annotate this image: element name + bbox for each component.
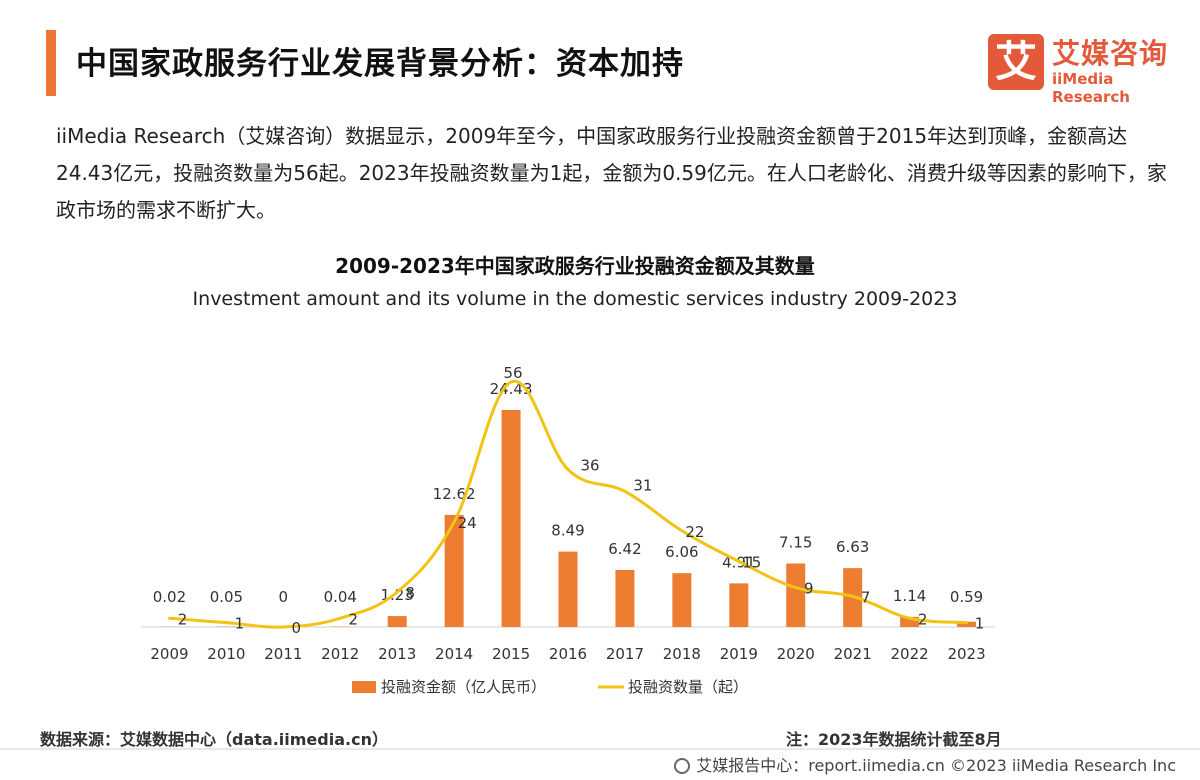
- brand-logo: 艾 艾媒咨询 iiMedia Research: [988, 30, 1178, 106]
- bar-2020: [786, 563, 806, 627]
- bar-2013: [387, 616, 407, 627]
- count-point-2020: [794, 586, 798, 590]
- footer-text: 艾媒报告中心：report.iimedia.cn ©2023 iiMedia R…: [696, 756, 1176, 775]
- bar-2017: [615, 569, 635, 627]
- count-label-2012: 2: [348, 610, 358, 628]
- bar-2022: [900, 616, 920, 627]
- bar-label-2023: 0.59: [950, 588, 983, 606]
- count-label-2013: 8: [405, 584, 415, 602]
- bar-label-2017: 6.42: [608, 540, 641, 558]
- x-tick-2019: 2019: [720, 645, 758, 663]
- x-tick-2009: 2009: [150, 645, 188, 663]
- count-label-2011: 0: [292, 619, 302, 637]
- count-point-2022: [908, 616, 912, 620]
- footer-divider: [0, 748, 1200, 750]
- data-note: 注：2023年数据统计截至8月: [786, 730, 1002, 749]
- bar-label-2011: 0: [279, 588, 289, 606]
- logo-mark-icon: 艾: [988, 34, 1044, 90]
- count-point-2015: [509, 380, 513, 384]
- count-point-2011: [281, 625, 285, 629]
- x-tick-2012: 2012: [321, 645, 359, 663]
- bar-2019: [729, 583, 749, 627]
- x-tick-2017: 2017: [606, 645, 644, 663]
- count-label-2023: 1: [975, 615, 985, 633]
- count-point-2018: [680, 529, 684, 533]
- title-accent-bar: [46, 30, 56, 96]
- count-line: [169, 379, 967, 629]
- chart-title: 2009-2023年中国家政服务行业投融资金额及其数量: [335, 254, 815, 278]
- bar-2016: [558, 551, 578, 627]
- bar-label-2020: 7.15: [779, 533, 812, 551]
- count-point-2013: [395, 590, 399, 594]
- chart-subtitle: Investment amount and its volume in the …: [192, 288, 958, 310]
- x-tick-2011: 2011: [264, 645, 302, 663]
- count-point-2012: [338, 616, 342, 620]
- x-tick-2015: 2015: [492, 645, 530, 663]
- count-label-2021: 7: [861, 588, 871, 606]
- count-label-2020: 9: [804, 580, 814, 598]
- bar-2014: [444, 514, 464, 627]
- count-point-2021: [851, 594, 855, 598]
- count-point-2010: [224, 621, 228, 625]
- count-label-2017: 31: [633, 476, 652, 494]
- bar-label-2021: 6.63: [836, 538, 869, 556]
- bar-label-2018: 6.06: [665, 543, 698, 561]
- count-point-2014: [452, 520, 456, 524]
- bar-2015: [501, 410, 521, 627]
- bar-2023: [957, 621, 977, 627]
- x-tick-2010: 2010: [207, 645, 245, 663]
- bar-label-2009: 0.02: [153, 588, 186, 606]
- count-label-2015: 56: [504, 364, 523, 382]
- logo-name-en: iiMedia Research: [1052, 70, 1130, 106]
- bar-label-2012: 0.04: [324, 588, 357, 606]
- count-label-2009: 2: [178, 610, 188, 628]
- bar-label-2016: 8.49: [551, 522, 584, 540]
- x-tick-2023: 2023: [947, 645, 985, 663]
- x-tick-2018: 2018: [663, 645, 701, 663]
- x-tick-2021: 2021: [834, 645, 872, 663]
- count-point-2019: [737, 559, 741, 563]
- footer: 艾媒报告中心：report.iimedia.cn ©2023 iiMedia R…: [674, 752, 1176, 776]
- x-tick-2013: 2013: [378, 645, 416, 663]
- bar-label-2010: 0.05: [210, 588, 243, 606]
- count-point-2017: [623, 489, 627, 493]
- bar-2018: [672, 573, 692, 627]
- x-tick-2022: 2022: [891, 645, 929, 663]
- x-tick-2014: 2014: [435, 645, 473, 663]
- x-tick-2020: 2020: [777, 645, 815, 663]
- legend-bar-swatch: [352, 681, 376, 693]
- count-point-2023: [965, 621, 969, 625]
- x-tick-2016: 2016: [549, 645, 587, 663]
- logo-name-cn: 艾媒咨询: [1052, 37, 1169, 70]
- count-label-2010: 1: [235, 615, 245, 633]
- intro-paragraph: iiMedia Research（艾媒咨询）数据显示，2009年至今，中国家政服…: [56, 124, 1167, 222]
- count-label-2014: 24: [458, 514, 477, 532]
- page-title: 中国家政服务行业发展背景分析：资本加持: [76, 46, 684, 82]
- count-label-2018: 22: [685, 523, 704, 541]
- count-label-2016: 36: [580, 457, 599, 475]
- data-source: 数据来源：艾媒数据中心（data.iimedia.cn）: [40, 730, 388, 749]
- count-label-2022: 2: [918, 610, 928, 628]
- count-point-2016: [566, 468, 570, 471]
- legend-line-label: 投融资数量（起）: [628, 678, 748, 696]
- bar-label-2022: 1.14: [893, 587, 926, 605]
- legend-bar-label: 投融资金额（亿人民币）: [381, 678, 546, 696]
- count-label-2019: 15: [742, 553, 761, 571]
- report-center-icon: [674, 758, 691, 774]
- count-point-2009: [167, 616, 171, 620]
